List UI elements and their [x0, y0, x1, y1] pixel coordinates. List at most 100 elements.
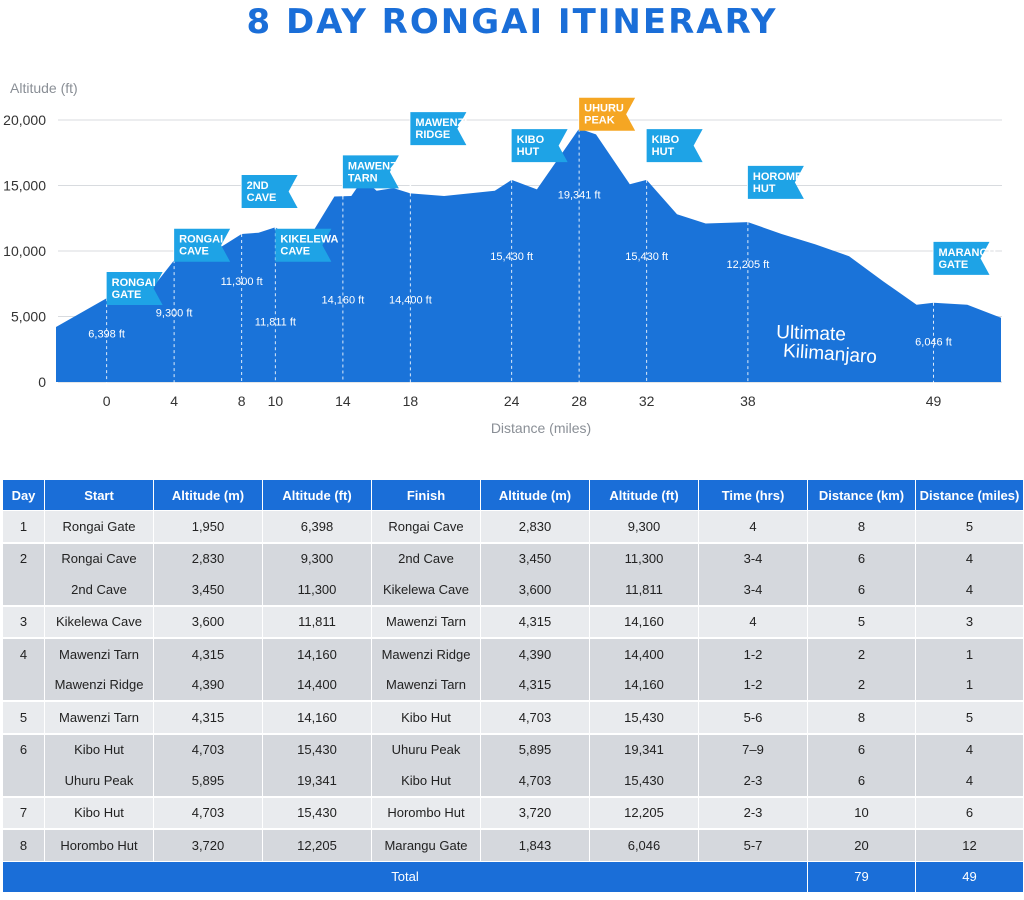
y-tick-label: 5,000: [11, 309, 46, 325]
table-cell: 3-4: [698, 541, 808, 574]
altitude-value-label: 6,398 ft: [88, 328, 125, 340]
table-row: 5 Mawenzi Tarn 4,315 14,160 Kibo Hut 4,703 15,…: [2, 700, 1024, 734]
table-cell: 3,450: [480, 541, 590, 574]
day-cell: 7: [2, 795, 45, 829]
column-header: Altitude (ft): [262, 479, 372, 511]
table-cell: 4,390: [153, 669, 263, 701]
table-cell: 4: [915, 765, 1024, 797]
waypoint-flag: [275, 228, 332, 262]
table-cell: 11,300: [262, 574, 372, 606]
waypoint-flag: [241, 175, 298, 209]
flag-label: CAVE: [280, 246, 310, 258]
column-header: Finish: [371, 479, 481, 511]
altitude-value-label: 12,205 ft: [726, 259, 769, 271]
altitude-value-label: 9,300 ft: [156, 308, 193, 320]
table-cell: Mawenzi Ridge: [44, 669, 154, 701]
y-axis: 0 5,000 10,000 15,000 20,000: [3, 112, 46, 390]
table-header-row: Day Start Altitude (m) Altitude (ft) Finish A…: [2, 479, 1024, 511]
table-cell: 6,398: [262, 510, 372, 543]
flag-label: RIDGE: [415, 129, 450, 141]
table-body: 1 Rongai Gate 1,950 6,398 Rongai Cave 2,830 9,…: [2, 510, 1024, 893]
waypoint-flag: [646, 129, 703, 163]
table-cell: 2-3: [698, 765, 808, 797]
column-header: Distance (km): [807, 479, 916, 511]
table-cell: 11,300: [589, 541, 699, 574]
flag-label: TARN: [348, 172, 378, 184]
total-label: Total: [2, 860, 808, 893]
x-tick-label: 4: [170, 393, 178, 409]
table-cell: 3,600: [480, 574, 590, 606]
day-cell: 3: [2, 604, 45, 638]
flag-label: KIBO: [652, 134, 680, 146]
waypoint-flag: [933, 241, 990, 275]
total-km: 79: [807, 860, 916, 893]
altitude-value-label: 15,430 ft: [625, 251, 668, 263]
table-cell: 10: [807, 795, 916, 829]
table-cell: Mawenzi Tarn: [371, 604, 481, 638]
total-row: Total 79 49: [2, 860, 1024, 893]
table-cell: 4,390: [480, 637, 590, 670]
day-cell: 2: [2, 541, 45, 574]
waypoint-flag: [342, 155, 399, 189]
table-cell: 14,160: [262, 637, 372, 670]
flag-label: MAWENZI: [348, 160, 400, 172]
table-cell: 3-4: [698, 574, 808, 606]
table-cell: 4: [915, 541, 1024, 574]
table-cell: 3,720: [153, 828, 263, 861]
table-cell: 20: [807, 828, 916, 861]
table-cell: 12,205: [589, 795, 699, 829]
table-cell: 5,895: [153, 765, 263, 797]
table-cell: 2: [807, 669, 916, 701]
day-cell: 1: [2, 510, 45, 543]
table-cell: 14,400: [589, 637, 699, 670]
altitude-value-label: 11,300 ft: [221, 276, 263, 288]
day-cell: [2, 574, 45, 606]
table-cell: 4: [915, 732, 1024, 765]
table-row: Uhuru Peak 5,895 19,341 Kibo Hut 4,703 15,430…: [2, 765, 1024, 797]
table-row: Mawenzi Ridge 4,390 14,400 Mawenzi Tarn 4,31…: [2, 669, 1024, 701]
table-cell: 7–9: [698, 732, 808, 765]
table-cell: 2nd Cave: [371, 541, 481, 574]
altitude-value-label: 14,160 ft: [321, 294, 364, 306]
table-cell: 4: [698, 510, 808, 543]
elevation-chart: 0 5,000 10,000 15,000 20,000 Altitude (ft) R…: [3, 80, 1002, 436]
table-cell: 1-2: [698, 669, 808, 701]
flag-label: HUT: [517, 146, 540, 158]
day-cell: 6: [2, 732, 45, 765]
table-cell: 12,205: [262, 828, 372, 861]
flag-label: KIKELEWA: [280, 234, 338, 246]
flag-label: MAWENZI: [415, 117, 467, 129]
table-cell: 1,950: [153, 510, 263, 543]
altitude-value-label: 15,430 ft: [490, 251, 533, 263]
table-row: 2nd Cave 3,450 11,300 Kikelewa Cave 3,600 11,…: [2, 574, 1024, 606]
waypoint-flag: [106, 271, 163, 305]
table-cell: 4,703: [480, 700, 590, 734]
x-tick-label: 38: [740, 393, 756, 409]
profile-layer: [56, 128, 1001, 382]
table-cell: 5: [807, 604, 916, 638]
table-cell: 5: [915, 700, 1024, 734]
table-cell: 5-6: [698, 700, 808, 734]
x-tick-label: 8: [238, 393, 246, 409]
column-header: Altitude (m): [153, 479, 263, 511]
table-cell: Uhuru Peak: [371, 732, 481, 765]
table-cell: Uhuru Peak: [44, 765, 154, 797]
table-cell: 15,430: [262, 732, 372, 765]
table-cell: 15,430: [589, 700, 699, 734]
altitude-value-label: 14,400 ft: [389, 294, 432, 306]
table-cell: Kibo Hut: [44, 732, 154, 765]
flag-label: UHURU: [584, 103, 624, 115]
y-tick-label: 10,000: [3, 243, 46, 259]
x-tick-label: 14: [335, 393, 351, 409]
column-header: Distance (miles): [915, 479, 1024, 511]
table-cell: 14,400: [262, 669, 372, 701]
table-cell: Kibo Hut: [44, 795, 154, 829]
table-cell: 4: [698, 604, 808, 638]
table-cell: 14,160: [589, 604, 699, 638]
